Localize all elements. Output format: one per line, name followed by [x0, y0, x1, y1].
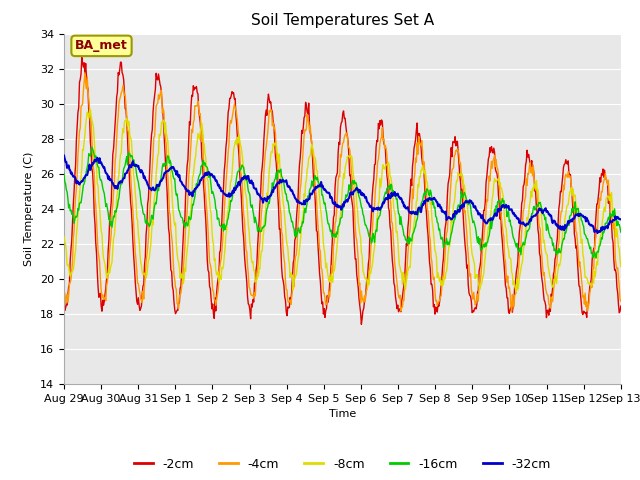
Legend: -2cm, -4cm, -8cm, -16cm, -32cm: -2cm, -4cm, -8cm, -16cm, -32cm — [129, 453, 556, 476]
Text: BA_met: BA_met — [75, 39, 128, 52]
X-axis label: Time: Time — [329, 409, 356, 419]
Title: Soil Temperatures Set A: Soil Temperatures Set A — [251, 13, 434, 28]
Y-axis label: Soil Temperature (C): Soil Temperature (C) — [24, 152, 35, 266]
